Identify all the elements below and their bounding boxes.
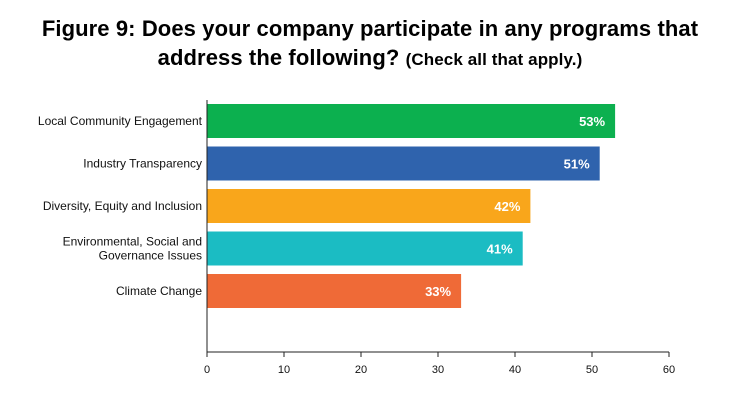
category-label-3-line-1: Governance Issues: [99, 249, 202, 263]
category-label-2: Diversity, Equity and Inclusion: [43, 199, 202, 213]
x-tick-label-30: 30: [432, 364, 444, 376]
x-tick-label-50: 50: [586, 364, 598, 376]
x-tick-label-20: 20: [355, 364, 367, 376]
data-label-2: 42%: [494, 199, 520, 214]
x-axis: 0 10 20 30 40 50 60: [204, 100, 675, 376]
category-label-3-line-0: Environmental, Social and: [63, 235, 202, 249]
x-tick-label-10: 10: [278, 364, 290, 376]
bar-2: [207, 189, 531, 223]
x-tick-label-0: 0: [204, 364, 210, 376]
title-question: address the following?: [157, 45, 400, 70]
bar-4: [207, 274, 462, 308]
category-label-4: Climate Change: [116, 284, 202, 298]
bar-0: [207, 104, 616, 138]
category-labels-group: Local Community Engagement Industry Trans…: [38, 114, 203, 298]
data-label-3: 41%: [487, 242, 513, 257]
data-label-1: 51%: [564, 157, 590, 172]
x-tick-label-60: 60: [663, 364, 675, 376]
data-label-0: 53%: [579, 114, 605, 129]
category-label-0: Local Community Engagement: [38, 114, 203, 128]
x-tick-label-40: 40: [509, 364, 521, 376]
chart-title: Figure 9: Does your company participate …: [0, 14, 740, 74]
chart-subtitle: (Check all that apply.): [405, 50, 583, 69]
bars-group: 53% 51% 42% 41% 33%: [207, 104, 616, 308]
data-label-4: 33%: [425, 284, 451, 299]
title-line-2: address the following? (Check all that a…: [0, 43, 740, 74]
category-label-1: Industry Transparency: [83, 157, 202, 171]
title-line-1: Figure 9: Does your company participate …: [41, 16, 699, 41]
bar-3: [207, 231, 523, 266]
bar-1: [207, 146, 600, 181]
